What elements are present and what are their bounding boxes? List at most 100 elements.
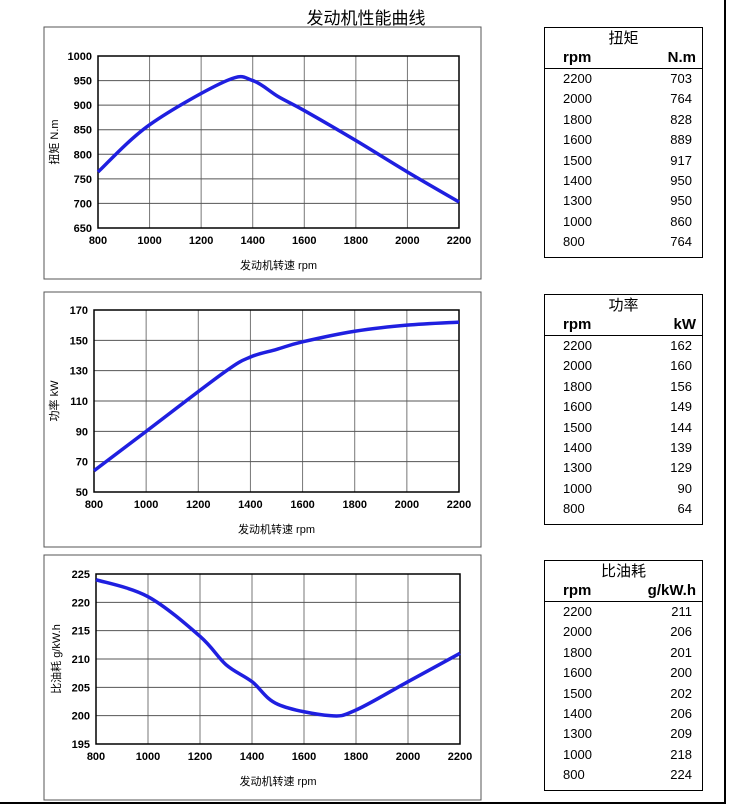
x-tick-label: 2000 (396, 751, 420, 763)
data-table-2: 功率 rpm kW 2200 162 2000 160 1800 156 1600 149 1500… (544, 294, 703, 525)
table-cell: 211 (671, 604, 692, 619)
table-row: 2200 211 (545, 602, 702, 622)
table-cell: 1300 (563, 193, 592, 209)
x-tick-label: 800 (89, 235, 107, 247)
table-cell: 950 (670, 172, 692, 188)
chart-frame (43, 554, 482, 801)
x-tick-label: 1200 (186, 499, 210, 511)
table-cell: 64 (677, 501, 692, 517)
table-cell: 860 (670, 213, 692, 229)
page-title: 发动机性能曲线 (306, 9, 426, 28)
y-tick-label: 215 (72, 626, 90, 638)
x-tick-label: 1000 (136, 751, 160, 763)
column-header: rpm (563, 49, 592, 66)
table-row: 1600 889 (545, 130, 702, 150)
table-row: 1000 218 (545, 745, 702, 765)
x-tick-label: 1400 (238, 499, 262, 511)
table-cell: 1600 (563, 132, 592, 148)
table-cell: 1500 (563, 419, 592, 435)
table-cell: 90 (677, 480, 692, 496)
table-row: 800 764 (545, 232, 702, 252)
table-cell: 1300 (563, 460, 592, 476)
table-header: rpm g/kW.h (545, 581, 702, 602)
table-row: 1500 917 (545, 151, 702, 171)
chart-2: 800 1000 1200 1400 1600 1800 2000 2200 50 70 90 110… (43, 291, 482, 548)
table-row: 1400 950 (545, 171, 702, 191)
table-row: 1400 206 (545, 704, 702, 724)
x-tick-label: 1200 (188, 751, 212, 763)
table-row: 1000 90 (545, 479, 702, 499)
x-tick-label: 800 (87, 751, 105, 763)
y-tick-label: 150 (70, 335, 88, 347)
table-cell: 2000 (563, 358, 592, 374)
plot-area (97, 55, 460, 229)
y-axis-label: 功率 kW (47, 380, 61, 422)
x-tick-label: 1800 (342, 499, 366, 511)
table-cell: 2200 (563, 604, 592, 619)
table-cell: 800 (563, 501, 585, 517)
table-row: 1500 144 (545, 418, 702, 438)
table-cell: 149 (670, 399, 692, 415)
table-cell: 703 (670, 71, 692, 86)
series-line (95, 577, 461, 718)
table-cell: 2000 (563, 624, 592, 640)
table-row: 2000 160 (545, 356, 702, 376)
table-cell: 917 (670, 152, 692, 168)
y-tick-label: 90 (76, 426, 88, 438)
table-cell: 202 (670, 685, 692, 701)
y-tick-label: 850 (74, 125, 92, 137)
y-tick-label: 205 (72, 682, 90, 694)
x-axis-label: 发动机转速 rpm (238, 522, 315, 536)
table-title: 功率 (608, 297, 639, 314)
x-tick-label: 1600 (290, 499, 314, 511)
table-cell: 1800 (563, 644, 592, 660)
data-table-1: 扭矩 rpm N.m 2200 703 2000 764 1800 828 1600 889 150… (544, 27, 703, 258)
x-tick-label: 2200 (448, 751, 472, 763)
table-cell: 139 (670, 439, 692, 455)
table-cell: 162 (670, 338, 692, 353)
y-tick-label: 210 (72, 654, 90, 666)
plot-area (95, 573, 461, 745)
x-tick-label: 1400 (240, 751, 264, 763)
y-tick-label: 1000 (68, 51, 92, 63)
table-cell: 201 (670, 644, 692, 660)
y-axis-label: 扭矩 N.m (47, 119, 61, 164)
table-cell: 200 (670, 665, 692, 681)
table-header: rpm N.m (545, 48, 702, 69)
table-cell: 129 (670, 460, 692, 476)
x-tick-label: 2000 (395, 235, 419, 247)
x-tick-label: 2200 (447, 499, 471, 511)
table-cell: 1000 (563, 213, 592, 229)
table-row: 1600 200 (545, 663, 702, 683)
chart-frame (43, 291, 482, 548)
y-tick-label: 650 (74, 223, 92, 235)
table-cell: 224 (670, 767, 692, 783)
table-cell: 800 (563, 234, 585, 250)
x-tick-label: 1000 (137, 235, 161, 247)
data-table-3: 比油耗 rpm g/kW.h 2200 211 2000 206 1800 201 1600 20… (544, 560, 703, 791)
x-tick-label: 1800 (344, 751, 368, 763)
table-cell: 800 (563, 767, 585, 783)
table-row: 1800 828 (545, 110, 702, 130)
column-header: rpm (563, 582, 592, 599)
table-cell: 144 (670, 419, 692, 435)
y-tick-label: 800 (74, 149, 92, 161)
table-row: 1000 860 (545, 212, 702, 232)
table-cell: 950 (670, 193, 692, 209)
y-tick-label: 750 (74, 174, 92, 186)
table-cell: 1600 (563, 665, 592, 681)
plot-area (93, 309, 460, 493)
x-tick-label: 1400 (240, 235, 264, 247)
y-tick-label: 220 (72, 597, 90, 609)
table-cell: 1800 (563, 111, 592, 127)
x-tick-label: 1800 (344, 235, 368, 247)
table-cell: 764 (670, 234, 692, 250)
table-cell: 206 (670, 705, 692, 721)
y-tick-label: 195 (72, 739, 90, 751)
table-cell: 209 (670, 726, 692, 742)
table-cell: 160 (670, 358, 692, 374)
x-tick-label: 2000 (395, 499, 419, 511)
y-tick-label: 225 (72, 569, 90, 581)
table-row: 2000 206 (545, 622, 702, 642)
